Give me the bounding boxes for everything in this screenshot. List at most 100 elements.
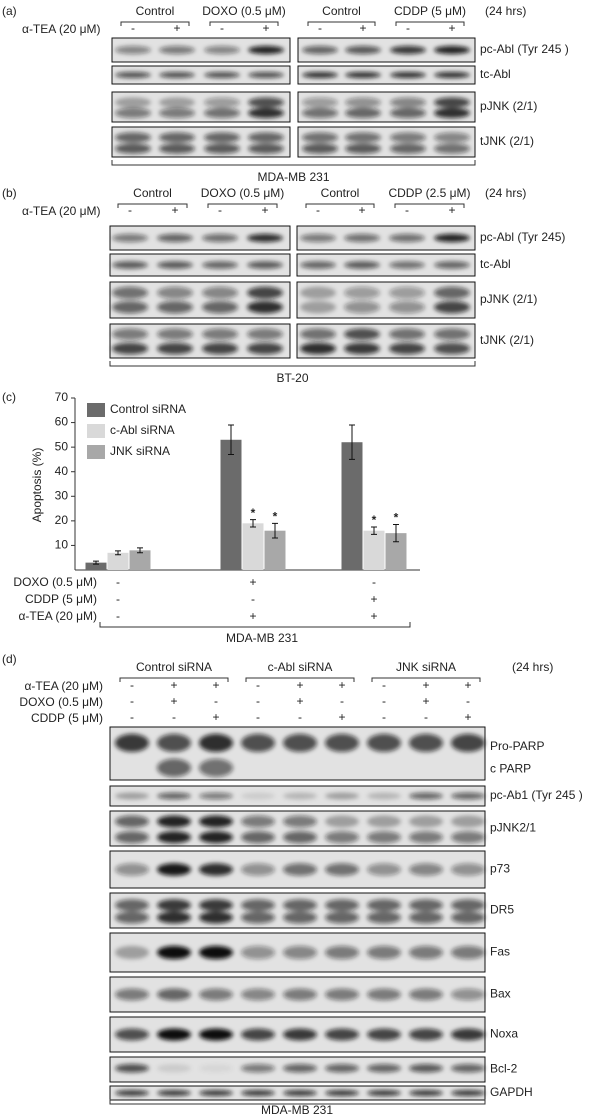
band	[344, 301, 380, 314]
sign: +	[422, 694, 429, 708]
error-bar	[115, 550, 121, 556]
band	[199, 758, 233, 777]
bands	[115, 815, 485, 844]
band	[248, 97, 284, 108]
band	[247, 328, 283, 340]
y-tick-label: 50	[55, 439, 69, 453]
blot	[109, 253, 291, 277]
band	[367, 1064, 401, 1073]
bands	[302, 45, 470, 55]
y-tick-label: 20	[55, 513, 69, 527]
band	[367, 815, 401, 828]
band	[204, 71, 240, 79]
bracket	[245, 677, 355, 682]
row-label: tc-Abl	[480, 257, 511, 271]
row-label: Fas	[490, 945, 510, 959]
band	[451, 911, 485, 924]
band	[409, 1064, 443, 1073]
band	[390, 143, 426, 154]
error-bar	[137, 547, 143, 554]
bracket	[117, 203, 188, 208]
band	[451, 899, 485, 912]
band	[115, 143, 151, 154]
panel-label: (a)	[2, 4, 17, 18]
band	[325, 1064, 359, 1073]
sign: +	[338, 678, 345, 692]
sign: +	[212, 710, 219, 724]
duration: (24 hrs)	[512, 660, 553, 674]
band	[434, 132, 470, 143]
sign: +	[359, 21, 366, 35]
sign: +	[370, 609, 377, 623]
band	[241, 831, 275, 844]
band	[202, 286, 238, 299]
row-label: pJNK (2/1)	[480, 292, 537, 306]
band	[390, 132, 426, 143]
band	[112, 261, 148, 269]
band	[451, 863, 485, 876]
band	[300, 301, 336, 314]
bracket	[120, 21, 190, 26]
band	[451, 831, 485, 844]
sign: +	[358, 203, 365, 217]
band	[283, 1028, 317, 1041]
error-bar	[272, 522, 278, 539]
y-tick-label: 60	[55, 415, 69, 429]
band	[345, 71, 381, 79]
sign: -	[251, 592, 255, 606]
legend-swatch	[87, 424, 105, 438]
bar	[363, 530, 385, 570]
row-label: c PARP	[490, 762, 531, 776]
band	[434, 328, 470, 340]
band	[112, 328, 148, 340]
band	[157, 286, 193, 299]
blot	[296, 253, 476, 277]
band	[302, 97, 338, 108]
error-bar	[393, 524, 399, 543]
bands	[115, 899, 485, 924]
band	[115, 107, 151, 119]
treatment-label: α-TEA (20 μM)	[18, 609, 97, 623]
band	[451, 815, 485, 828]
band	[115, 132, 151, 143]
bar	[242, 523, 264, 570]
band	[115, 899, 149, 912]
band	[451, 988, 485, 1001]
band	[300, 233, 336, 243]
blot	[111, 65, 291, 85]
bracket	[371, 677, 481, 682]
bands	[115, 988, 485, 1001]
bracket	[209, 21, 279, 26]
row-label: GAPDH	[490, 1085, 533, 1099]
band	[300, 342, 336, 355]
band	[157, 899, 191, 912]
band	[451, 1028, 485, 1041]
band	[344, 261, 380, 269]
band	[283, 945, 317, 960]
band	[247, 301, 283, 314]
bands	[302, 97, 470, 119]
group-label: Control	[136, 4, 175, 18]
bands	[115, 945, 485, 960]
sign: -	[130, 710, 134, 724]
band	[157, 911, 191, 924]
band	[159, 45, 195, 55]
panel-label: (d)	[2, 652, 17, 666]
bar	[341, 442, 363, 570]
y-tick-label: 30	[55, 488, 69, 502]
band	[247, 286, 283, 299]
band	[115, 831, 149, 844]
band	[325, 1090, 359, 1096]
sign: -	[424, 710, 428, 724]
band	[241, 1090, 275, 1096]
cell-line: BT-20	[276, 371, 308, 385]
bracket	[394, 203, 465, 208]
band	[344, 286, 380, 299]
band	[325, 945, 359, 960]
sign: +	[464, 678, 471, 692]
sign: -	[298, 710, 302, 724]
error-bar	[228, 424, 234, 456]
band	[115, 1064, 149, 1073]
band	[199, 1028, 233, 1041]
